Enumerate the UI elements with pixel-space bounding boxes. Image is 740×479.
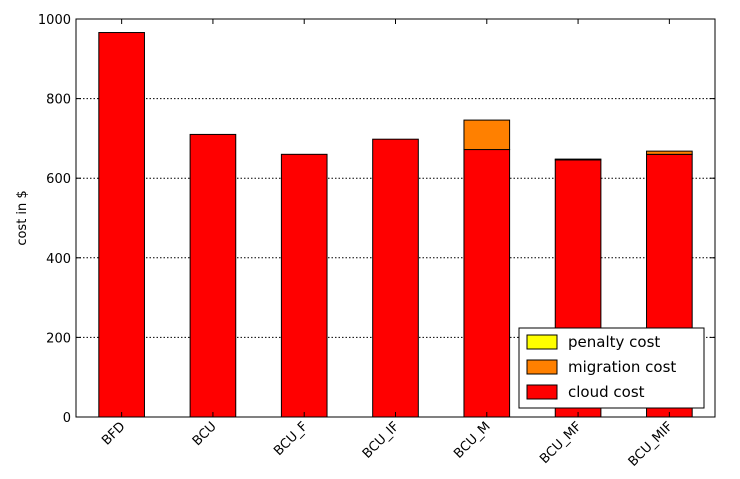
legend-label: migration cost — [568, 358, 676, 376]
bar-cloud-cost-BCU_M — [463, 149, 511, 418]
y-tick-label: 800 — [46, 93, 71, 108]
y-tick-label: 200 — [46, 331, 71, 346]
x-tick-label: BCU_F — [271, 419, 311, 459]
bar-cloud-cost-BFD — [98, 32, 145, 418]
bar-cloud-cost-BCU_F — [280, 153, 328, 418]
bar-migration-cost-BCU_M — [463, 119, 511, 151]
legend-swatch-cloud-cost — [526, 384, 558, 400]
bar-migration-cost-BCU_MIF — [646, 150, 693, 155]
legend: penalty cost migration cost cloud cost — [518, 327, 705, 409]
bar-migration-cost-BCU_MF — [554, 158, 602, 161]
y-tick-label: 0 — [63, 411, 71, 426]
x-tick-label: BCU — [190, 419, 220, 449]
y-tick-label: 400 — [46, 252, 71, 267]
legend-label: cloud cost — [568, 383, 645, 401]
x-tick-label: BFD — [99, 419, 128, 448]
y-tick-label: 600 — [46, 172, 71, 187]
legend-label: penalty cost — [568, 333, 660, 351]
y-tick-label: 1000 — [38, 13, 71, 28]
legend-swatch-penalty-cost — [526, 334, 558, 350]
y-axis-label: cost in $ — [15, 190, 30, 245]
x-tick-label: BCU_MF — [537, 419, 585, 467]
x-tick-label: BCU_MIF — [626, 419, 676, 469]
bar-cloud-cost-BCU — [189, 133, 237, 418]
x-tick-label: BCU_IF — [360, 419, 402, 461]
bar-cloud-cost-BCU_IF — [372, 138, 419, 418]
legend-swatch-migration-cost — [526, 359, 558, 375]
x-tick-label: BCU_M — [451, 419, 493, 461]
